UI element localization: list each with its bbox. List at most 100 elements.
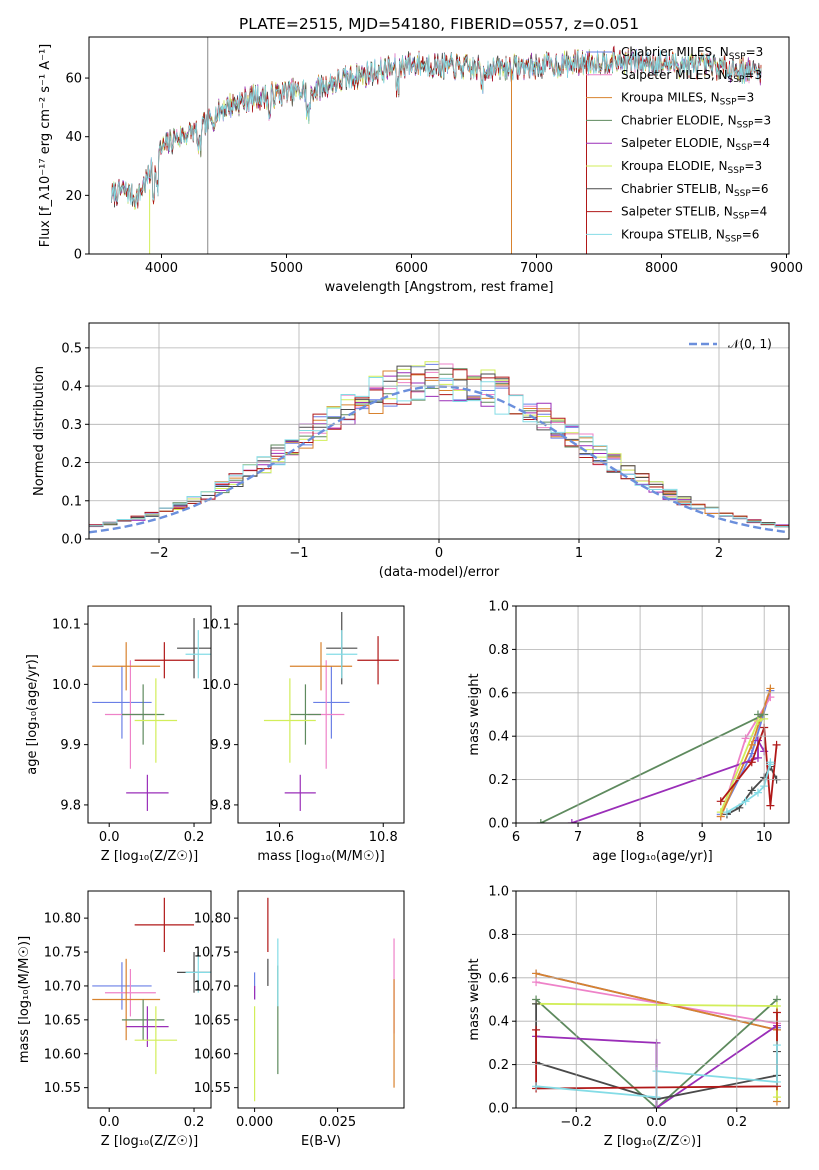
residuals-xtick-label: 0: [435, 546, 443, 561]
spectrum-xtick-label: 6000: [395, 261, 428, 276]
residuals-xtick-label: −1: [289, 546, 308, 561]
age_vs_mass-data: [263, 612, 399, 811]
weight-marker-salpeter_elodie: [753, 753, 762, 762]
residuals-xlabel: (data-model)/error: [379, 565, 500, 580]
weight-marker-salpeter_stelib: [766, 801, 775, 810]
weight-marker-salpeter_elodie: [567, 819, 576, 823]
spectrum-ytick-label: 60: [65, 72, 82, 87]
weight-marker-chabrier_stelib: [532, 999, 541, 1008]
legend-label-salpeter_elodie: Salpeter ELODIE, NSSP=4: [621, 136, 770, 153]
age_vs_mass-ytick-label: 9.8: [210, 798, 231, 813]
weight_vs_Z-xlabel: Z [log₁₀(Z/Z☉)]: [604, 1134, 701, 1149]
weight_vs_age-frame: [515, 605, 790, 824]
legend-label-kroupa_elodie: Kroupa ELODIE, NSSP=3: [621, 159, 762, 176]
legend-label-chabrier_elodie: Chabrier ELODIE, NSSP=3: [621, 113, 771, 130]
mass_vs_ebv-ytick-label: 10.80: [194, 912, 231, 927]
weight_vs_Z-ytick-label: 0.4: [488, 1015, 509, 1030]
residuals-ytick-label: 0.2: [61, 456, 82, 471]
mass_vs_Z-ylabel: mass [log₁₀(M/M☉)]: [17, 936, 32, 1063]
spectrum-ylabel: Flux [f_λ10⁻¹⁷ erg cm⁻² s⁻¹ A⁻¹]: [38, 44, 53, 248]
weight-marker-kroupa_miles: [532, 969, 541, 978]
weight_vs_age-ytick-label: 0.8: [488, 643, 509, 658]
mass_vs_Z-ytick-label: 10.75: [44, 946, 81, 961]
spectrum-frame: [88, 36, 790, 255]
weight-marker-chabrier_stelib: [747, 786, 756, 795]
weight_vs_age-ylabel: mass weight: [467, 673, 482, 755]
weight-marker-kroupa_stelib: [772, 1077, 781, 1086]
weight-marker-kroupa_stelib: [722, 808, 731, 817]
legend-label-chabrier_stelib: Chabrier STELIB, NSSP=6: [621, 182, 769, 199]
mass_vs_Z-ytick-label: 10.60: [44, 1047, 81, 1062]
weight-marker-salpeter_miles: [532, 978, 541, 987]
mass_vs_ebv-ytick-label: 10.75: [194, 946, 231, 961]
weight_vs_Z-xtick-label: 0.0: [646, 1115, 667, 1130]
weight-marker-kroupa_stelib: [766, 760, 775, 769]
weight_vs_age-ytick-label: 0.4: [488, 730, 509, 745]
weight_vs_Z-axes: −0.2 0.0 0.2 0.0 0.2 0.4 0.6 0.8 1.0 Z [log₁₀(Z/Z…: [467, 885, 790, 1149]
mass_vs_ebv-axes: 0.000 0.025 10.55 10.60 10.65 10.70 10.75 10.80…: [194, 890, 405, 1149]
weight-marker-salpeter_stelib: [716, 797, 725, 806]
weight-marker-salpeter_stelib: [747, 758, 756, 767]
mass_vs_Z-xlabel: Z [log₁₀(Z/Z☉)]: [101, 1134, 198, 1149]
mass_vs_Z-ytick-label: 10.65: [44, 1013, 81, 1028]
weight_vs_Z-ytick-label: 1.0: [488, 885, 509, 900]
weight-marker-kroupa_stelib: [741, 797, 750, 806]
mass_vs_ebv-xtick-label: 0.025: [319, 1115, 356, 1130]
age_vs_Z-xtick-label: 0.0: [99, 830, 120, 845]
spectrum-ytick-label: 0: [74, 248, 82, 263]
age_vs_Z-ytick-label: 10.0: [52, 678, 81, 693]
residuals-xtick-label: 1: [575, 546, 583, 561]
spectrum-xtick-label: 7000: [520, 261, 553, 276]
mass_vs_ebv-ytick-label: 10.60: [194, 1047, 231, 1062]
weight_vs_age-xtick-label: 9: [698, 830, 706, 845]
legend-label-salpeter_miles: Salpeter MILES, NSSP=3: [621, 68, 762, 85]
spectrum-data: [111, 37, 762, 254]
weight_vs_Z-xtick-label: 0.2: [726, 1115, 747, 1130]
residuals-xtick-label: −2: [149, 546, 168, 561]
residuals-ytick-label: 0.3: [61, 418, 82, 433]
weight_vs_Z-ytick-label: 0.6: [488, 971, 509, 986]
weight-marker-kroupa_stelib: [772, 1041, 781, 1050]
weight_vs_age-ytick-label: 1.0: [488, 600, 509, 615]
spectrum-line-kroupa_stelib: [111, 49, 762, 208]
residuals-xtick-label: 2: [715, 546, 723, 561]
age_vs_mass-ytick-label: 10.0: [202, 678, 231, 693]
mass_vs_ebv-frame: [237, 890, 405, 1109]
weight_vs_age-xtick-label: 6: [512, 830, 520, 845]
legend-label-kroupa_miles: Kroupa MILES, NSSP=3: [621, 91, 754, 108]
residuals-ytick-label: 0.4: [61, 380, 82, 395]
weight_vs_Z-ytick-label: 0.8: [488, 928, 509, 943]
weight_vs_Z-frame: [515, 890, 790, 1109]
weight-marker-kroupa_stelib: [753, 788, 762, 797]
age_vs_Z-ylabel: age [log₁₀(age/yr)]: [25, 654, 40, 775]
weight_vs_age-ytick-label: 0.6: [488, 686, 509, 701]
weight-marker-salpeter_miles: [741, 734, 750, 743]
weight-marker-chabrier_elodie: [536, 819, 545, 823]
spectrum-ytick-label: 40: [65, 130, 82, 145]
plot-root: 4000 5000 6000 7000 8000 90000204060wavelengt…: [17, 36, 803, 1149]
mass_vs_ebv-xlabel: E(B-V): [301, 1134, 341, 1149]
weight_vs_Z-ytick-label: 0.0: [488, 1102, 509, 1117]
weight_vs_age-ytick-label: 0.0: [488, 817, 509, 832]
residuals-ytick-label: 0.0: [61, 533, 82, 548]
residuals-ytick-label: 0.5: [61, 341, 82, 356]
age_vs_mass-xtick-label: 10.8: [369, 830, 398, 845]
weight-marker-kroupa_stelib: [532, 1082, 541, 1091]
spectrum-xtick-label: 8000: [645, 261, 678, 276]
mass_vs_Z-axes: 0.0 0.2 10.55 10.60 10.65 10.70 10.75 10.80 Z [l…: [17, 890, 212, 1149]
legend-label-chabrier_miles: Chabrier MILES, NSSP=3: [621, 45, 763, 62]
spectrum-xtick-label: 5000: [270, 261, 303, 276]
weight_vs_Z-ylabel: mass weight: [467, 958, 482, 1040]
weight_vs_Z-xtick-label: −0.2: [560, 1115, 592, 1130]
mass_vs_ebv-ytick-label: 10.55: [194, 1081, 231, 1096]
age_vs_Z-frame: [87, 605, 212, 824]
mass_vs_ebv-ytick-label: 10.65: [194, 1013, 231, 1028]
residuals-frame: [88, 322, 790, 540]
weight_vs_age-ytick-label: 0.2: [488, 773, 509, 788]
mass_vs_ebv-ytick-label: 10.70: [194, 979, 231, 994]
spectrum-xlabel: wavelength [Angstrom, rest frame]: [325, 280, 554, 295]
age_vs_Z-xtick-label: 0.2: [184, 830, 205, 845]
age_vs_Z-ytick-label: 10.1: [52, 618, 81, 633]
mass_vs_ebv-xtick-label: 0.000: [236, 1115, 273, 1130]
age_vs_Z-axes: 0.0 0.2 9.8 9.9 10.0 10.1 Z [log₁₀(Z/Z☉)] age […: [25, 605, 212, 864]
